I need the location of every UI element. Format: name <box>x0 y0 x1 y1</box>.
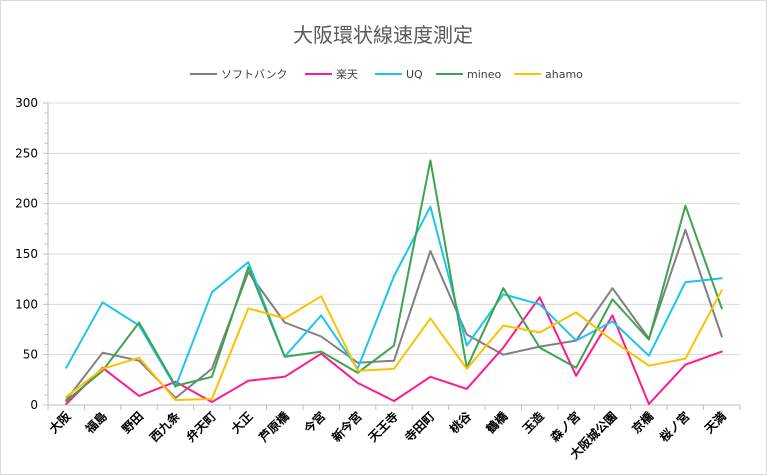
axes <box>43 102 741 410</box>
x-tick-label: 西九条 <box>147 408 184 445</box>
x-tick-label: 弁天町 <box>183 409 219 445</box>
x-tick-label: 森ノ宮 <box>547 409 583 445</box>
legend-label: UQ <box>406 68 423 81</box>
x-tick-label: 寺田町 <box>401 409 437 445</box>
x-tick-label: 新今宮 <box>329 409 365 445</box>
chart-title: 大阪環状線速度測定 <box>293 23 473 47</box>
grid-lines <box>48 102 740 356</box>
y-tick-label: 100 <box>15 297 38 311</box>
legend-label: mineo <box>467 68 502 81</box>
y-tick-label: 150 <box>15 247 38 261</box>
y-tick-label: 50 <box>23 348 38 362</box>
series-line-2 <box>65 296 723 405</box>
x-tick-label: 玉造 <box>519 408 547 436</box>
legend-label: ソフトバンク <box>221 68 288 81</box>
y-tick-label: 200 <box>15 197 38 211</box>
x-tick-label: 天満 <box>701 409 729 437</box>
series-line-4 <box>65 159 723 402</box>
x-tick-label: 野田 <box>119 409 146 436</box>
x-tick-label: 大正 <box>228 409 256 437</box>
x-tick-label: 芦原橋 <box>256 408 293 445</box>
y-tick-label: 250 <box>15 146 38 160</box>
x-tick-label: 桜ノ宮 <box>656 409 692 445</box>
legend-label: ahamo <box>545 68 583 81</box>
x-tick-label: 鶴橋 <box>483 408 511 436</box>
series-lines <box>65 159 723 405</box>
series-line-1 <box>65 228 723 401</box>
legend-label: 楽天 <box>336 68 358 81</box>
y-tick-label: 0 <box>30 398 38 412</box>
legend: ソフトバンク 楽天 UQ mineo ahamo <box>190 68 583 81</box>
y-tick-label: 300 <box>15 96 38 110</box>
y-axis-ticks: 0 50 100 150 200 250 300 <box>15 96 38 412</box>
x-tick-label: 大阪 <box>46 408 74 436</box>
x-tick-label: 福島 <box>81 409 109 437</box>
x-tick-label: 京橋 <box>628 408 656 436</box>
x-tick-label: 今宮 <box>300 409 328 437</box>
x-tick-label: 天王寺 <box>365 409 401 445</box>
series-line-5 <box>65 289 723 401</box>
series-line-3 <box>65 205 723 388</box>
x-axis-ticks: 大阪 福島 野田 西九条 弁天町 大正 芦原橋 今宮 新今宮 天王寺 寺田町 桃谷 鶴橋 玉造 森ノ宮大阪城… <box>46 408 729 462</box>
x-tick-label: 桃谷 <box>446 408 474 436</box>
